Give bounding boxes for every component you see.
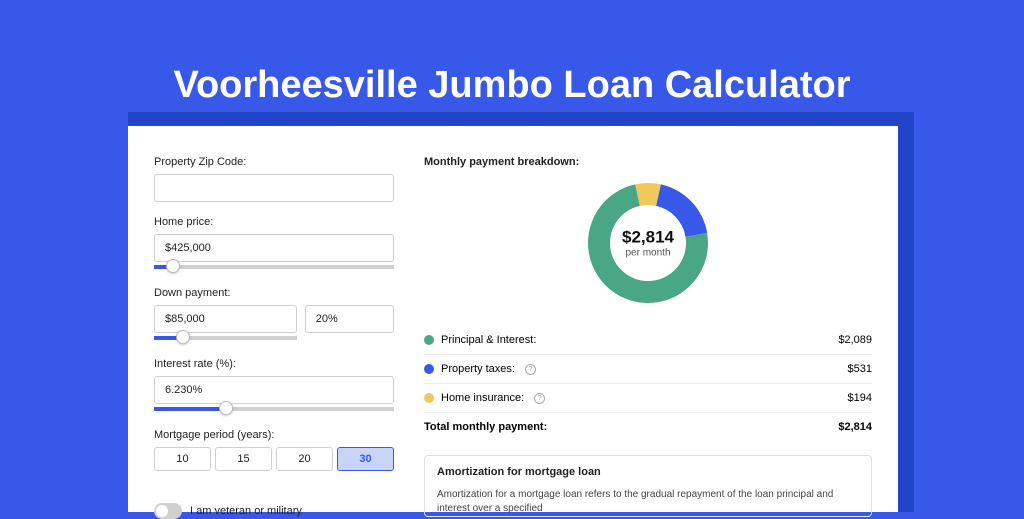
mortgage-period-field: Mortgage period (years): 10152030 xyxy=(154,429,394,471)
legend-dot-icon xyxy=(424,393,434,403)
toggle-thumb-icon xyxy=(156,505,168,517)
period-button-20[interactable]: 20 xyxy=(276,447,333,471)
zip-field: Property Zip Code: xyxy=(154,156,394,202)
legend-dot-icon xyxy=(424,335,434,345)
legend-total-row: Total monthly payment: $2,814 xyxy=(424,412,872,441)
zip-label: Property Zip Code: xyxy=(154,156,394,168)
slider-thumb-icon[interactable] xyxy=(166,259,180,273)
page-title: Voorheesville Jumbo Loan Calculator xyxy=(0,0,1024,107)
breakdown-panel: Monthly payment breakdown: $2,814 per mo… xyxy=(424,156,872,512)
legend-total-value: $2,814 xyxy=(838,421,872,433)
legend-label: Property taxes: xyxy=(441,363,515,375)
donut-amount: $2,814 xyxy=(622,228,674,248)
legend-label: Principal & Interest: xyxy=(441,334,536,346)
legend-value: $194 xyxy=(848,392,872,404)
donut-center: $2,814 per month xyxy=(622,228,674,259)
down-payment-slider[interactable] xyxy=(154,332,297,344)
breakdown-heading: Monthly payment breakdown: xyxy=(424,156,872,168)
interest-rate-slider[interactable] xyxy=(154,403,394,415)
donut-sub: per month xyxy=(622,248,674,259)
veteran-toggle-row: I am veteran or military xyxy=(154,503,394,519)
slider-thumb-icon[interactable] xyxy=(176,330,190,344)
info-icon[interactable]: ? xyxy=(525,364,536,375)
legend-dot-icon xyxy=(424,364,434,374)
interest-rate-input[interactable] xyxy=(154,376,394,404)
period-button-15[interactable]: 15 xyxy=(215,447,272,471)
legend: Principal & Interest: $2,089 Property taxe… xyxy=(424,326,872,441)
down-payment-input[interactable] xyxy=(154,305,297,333)
period-button-10[interactable]: 10 xyxy=(154,447,211,471)
interest-rate-label: Interest rate (%): xyxy=(154,358,394,370)
veteran-label: I am veteran or military xyxy=(190,505,302,517)
home-price-label: Home price: xyxy=(154,216,394,228)
mortgage-period-label: Mortgage period (years): xyxy=(154,429,394,441)
down-payment-field: Down payment: xyxy=(154,287,394,344)
legend-value: $2,089 xyxy=(838,334,872,346)
legend-row: Home insurance:? $194 xyxy=(424,383,872,412)
veteran-toggle[interactable] xyxy=(154,503,182,519)
period-button-30[interactable]: 30 xyxy=(337,447,394,471)
down-payment-label: Down payment: xyxy=(154,287,394,299)
info-icon[interactable]: ? xyxy=(534,393,545,404)
down-payment-pct-input[interactable] xyxy=(305,305,394,333)
form-panel: Property Zip Code: Home price: Down paym… xyxy=(154,156,394,512)
slider-thumb-icon[interactable] xyxy=(219,401,233,415)
mortgage-period-group: 10152030 xyxy=(154,447,394,471)
donut-chart: $2,814 per month xyxy=(424,178,872,308)
legend-row: Principal & Interest: $2,089 xyxy=(424,326,872,354)
amortization-card: Amortization for mortgage loan Amortizat… xyxy=(424,455,872,517)
legend-label: Home insurance: xyxy=(441,392,524,404)
calculator-card: Property Zip Code: Home price: Down paym… xyxy=(128,126,898,512)
amortization-title: Amortization for mortgage loan xyxy=(437,466,859,478)
home-price-field: Home price: xyxy=(154,216,394,273)
interest-rate-field: Interest rate (%): xyxy=(154,358,394,415)
legend-row: Property taxes:? $531 xyxy=(424,354,872,383)
legend-total-label: Total monthly payment: xyxy=(424,421,547,433)
home-price-slider[interactable] xyxy=(154,261,394,273)
legend-value: $531 xyxy=(848,363,872,375)
home-price-input[interactable] xyxy=(154,234,394,262)
zip-input[interactable] xyxy=(154,174,394,202)
